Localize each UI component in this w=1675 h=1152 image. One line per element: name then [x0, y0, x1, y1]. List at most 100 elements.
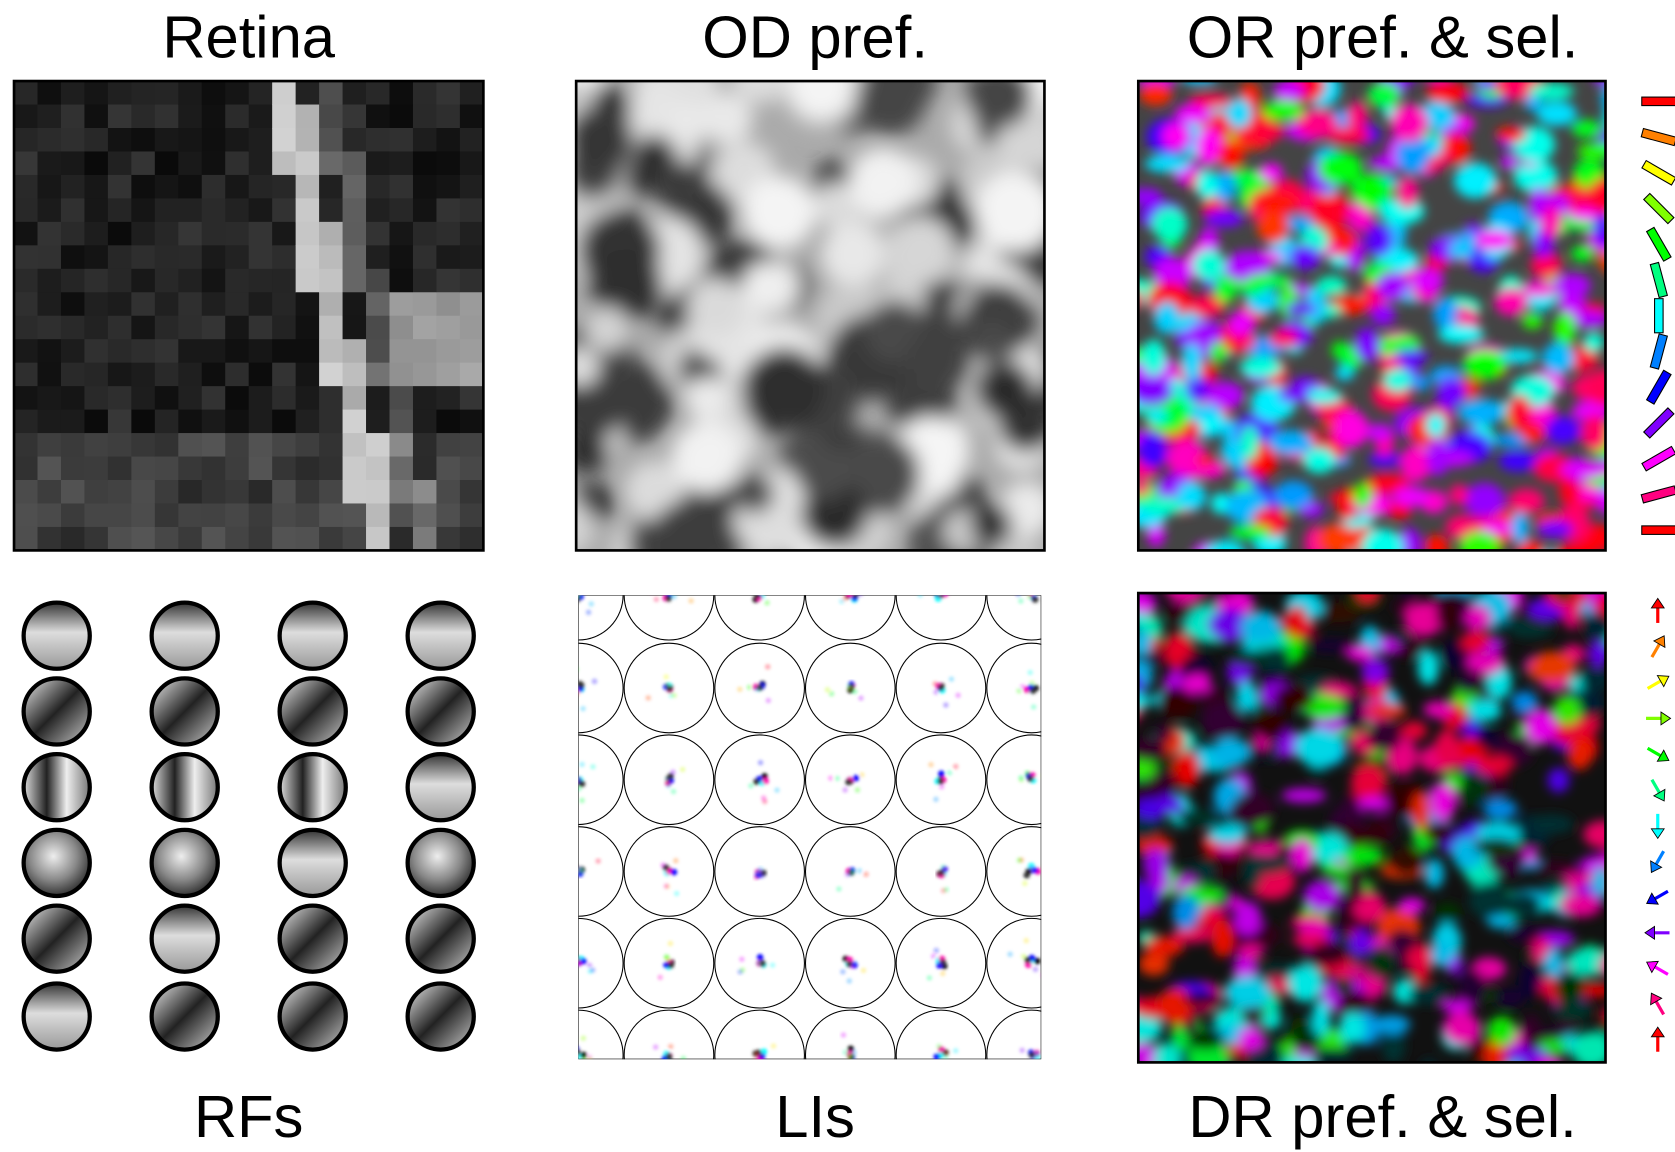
blob — [742, 175, 816, 250]
li-outline — [714, 642, 805, 734]
pixel — [342, 315, 367, 340]
li-dot — [1122, 587, 1128, 593]
pixel — [154, 198, 179, 223]
pixel — [201, 362, 226, 387]
blob — [1138, 952, 1170, 976]
blob — [1475, 728, 1500, 750]
li-dot — [660, 862, 666, 868]
blob — [1458, 399, 1505, 426]
li-dots — [840, 1032, 857, 1060]
orientation-key — [1649, 333, 1669, 370]
pixel — [436, 81, 461, 106]
li-dot — [1123, 963, 1129, 969]
li-dot — [834, 775, 840, 782]
li-dot — [1042, 773, 1047, 778]
pixel — [366, 151, 391, 176]
li-dot — [846, 595, 853, 598]
pixel — [107, 433, 132, 458]
blob — [1538, 1039, 1569, 1053]
li-dot — [1107, 598, 1112, 603]
li-dots — [840, 955, 867, 984]
li-dot — [666, 1058, 670, 1060]
blob — [1408, 983, 1450, 1006]
pixel — [295, 174, 320, 199]
li-dot — [657, 974, 663, 981]
pixel — [37, 174, 62, 199]
blob — [1285, 301, 1317, 316]
blob — [1290, 1026, 1322, 1052]
li-dot — [860, 967, 867, 974]
blob — [1256, 209, 1290, 244]
blob — [1138, 593, 1157, 618]
pixel — [154, 268, 179, 293]
blob — [1361, 528, 1404, 551]
blob — [822, 222, 883, 283]
li-dot — [578, 595, 579, 596]
li-dots — [578, 761, 596, 804]
blob — [1214, 275, 1237, 303]
blob — [1187, 1028, 1225, 1050]
li-dot — [756, 954, 764, 961]
pixel — [131, 315, 156, 340]
pixel — [389, 503, 414, 528]
blob — [1209, 593, 1236, 598]
receptive-field — [405, 752, 476, 823]
blob — [1224, 250, 1270, 283]
blob — [1281, 788, 1327, 803]
pixel — [225, 174, 250, 199]
blob — [1608, 623, 1625, 640]
li-outline — [804, 1009, 896, 1060]
blob — [1542, 342, 1575, 374]
pixel — [37, 386, 62, 411]
li-dots — [664, 766, 686, 795]
blob — [1291, 838, 1314, 873]
direction-key — [1650, 850, 1666, 874]
blob — [1347, 101, 1368, 132]
blob — [1461, 631, 1490, 653]
li-dot — [1016, 857, 1023, 863]
blob — [1473, 81, 1502, 91]
li-dot — [670, 868, 678, 876]
or-map — [1138, 81, 1606, 551]
li-dot — [852, 595, 859, 599]
pixel — [131, 409, 156, 434]
li-dot — [664, 954, 670, 961]
pixel — [107, 386, 132, 411]
pixel — [84, 433, 109, 458]
pixel — [84, 151, 109, 176]
blob — [1214, 170, 1236, 204]
blob — [1138, 612, 1148, 627]
blob — [1583, 820, 1606, 849]
panel-title: RFs — [194, 1083, 303, 1150]
blob — [1282, 1056, 1317, 1063]
li-dot — [579, 761, 585, 768]
li-dot — [585, 609, 592, 615]
pixel — [178, 268, 203, 293]
pixel — [436, 386, 461, 411]
blob — [731, 81, 792, 104]
pixel — [201, 480, 226, 504]
li-dot — [580, 706, 586, 712]
blob — [1346, 645, 1375, 662]
blob — [1525, 710, 1557, 745]
li-dot — [840, 969, 846, 975]
blob — [1528, 814, 1574, 834]
blob — [1441, 999, 1474, 1013]
pixel — [131, 480, 156, 504]
li-dot — [1115, 878, 1120, 883]
pixel — [178, 128, 203, 152]
pixel — [272, 128, 297, 152]
pixel — [272, 151, 297, 176]
blob — [671, 422, 742, 493]
blob — [1604, 466, 1606, 473]
li-dot — [930, 953, 937, 959]
blob — [1138, 755, 1156, 780]
pixel — [14, 409, 39, 434]
li-dots — [836, 867, 869, 892]
blob — [1195, 127, 1222, 166]
blob — [1554, 968, 1586, 1006]
pixel — [37, 362, 62, 387]
li-dot — [1030, 704, 1037, 710]
blob — [856, 81, 926, 135]
blob — [1218, 418, 1237, 439]
